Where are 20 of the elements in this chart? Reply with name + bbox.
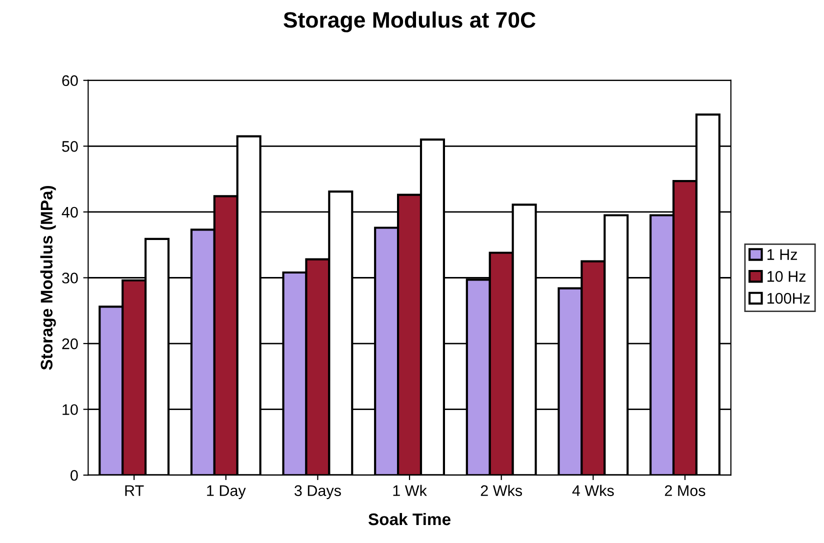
y-tick-label: 50 [62, 141, 78, 152]
y-tick-label: 10 [62, 404, 78, 416]
chart-title: Storage Modulus at 70C [284, 11, 536, 32]
x-tick-label: 3 Days [294, 485, 341, 500]
x-tick-label: 1 Wk [393, 484, 427, 496]
x-axis-title: Soak Time [368, 512, 450, 526]
x-tick-label: 1 Day [207, 485, 246, 500]
x-tick-label: 4 Wks [572, 484, 614, 496]
legend-label: 10 Hz [768, 271, 806, 282]
y-tick-label: 40 [62, 206, 78, 218]
legend-label: 1 Hz [768, 249, 797, 260]
x-tick-label: RT [125, 485, 144, 496]
legend-label: 100Hz [768, 292, 810, 304]
y-tick-label: 30 [62, 272, 78, 284]
x-tick-label: 2 Wks [480, 484, 522, 496]
y-tick-label: 20 [62, 338, 78, 350]
y-tick-label: 0 [70, 470, 78, 481]
y-axis-title: Storage Modulus (MPa) [40, 186, 56, 370]
y-tick-label: 60 [62, 75, 78, 86]
x-tick-label: 2 Mos [664, 485, 706, 496]
